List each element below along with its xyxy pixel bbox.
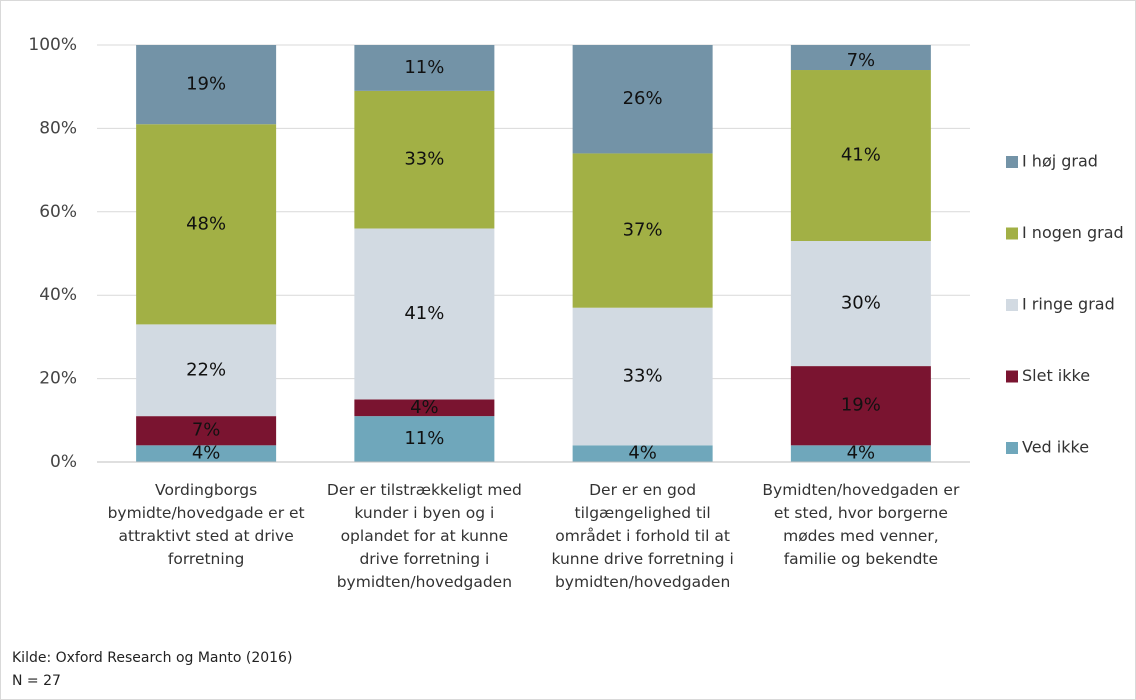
y-tick-label: 20% (39, 369, 77, 389)
bar-segment (790, 366, 931, 446)
value-label: 4% (628, 443, 657, 464)
legend-label: I ringe grad (1022, 295, 1115, 314)
label-line: bymidte/hovedgade er et (108, 504, 305, 522)
value-label: 4% (410, 397, 439, 418)
value-label: 33% (623, 366, 663, 387)
bar-segment (136, 324, 277, 417)
value-label: 48% (186, 213, 226, 234)
value-label: 33% (404, 149, 444, 170)
bar-segment (572, 445, 713, 462)
legend-label: I nogen grad (1022, 223, 1124, 242)
legend-swatch (1006, 370, 1018, 383)
legend-swatch (1006, 442, 1018, 454)
bars (136, 45, 931, 462)
bar-segment (790, 240, 931, 367)
bar-segment (354, 90, 495, 229)
value-label: 37% (623, 220, 663, 241)
value-label: 7% (192, 420, 221, 441)
bar-segment (790, 445, 931, 462)
y-tick-label: 60% (39, 202, 77, 222)
label-line: bymidten/hovedgaden (555, 573, 730, 591)
label-line: kunder i byen og i (354, 504, 494, 522)
label-line: kunne drive forretning i (551, 550, 733, 568)
value-label: 11% (404, 428, 444, 449)
bar-segment (354, 228, 495, 400)
bar-segment (572, 307, 713, 446)
value-label: 11% (404, 57, 444, 78)
bar-segment (354, 45, 495, 91)
bar-segment (136, 45, 277, 125)
bar-segment (136, 445, 277, 462)
note: N = 27 (12, 673, 61, 689)
value-label: 19% (841, 395, 881, 416)
bar-segment (136, 124, 277, 325)
y-tick-label: 100% (28, 35, 77, 55)
label-line: Vordingborgs (155, 481, 257, 499)
legend-swatch (1006, 156, 1018, 168)
bar-segment (572, 153, 713, 308)
source: Kilde: Oxford Research og Manto (2016) (12, 650, 292, 666)
label-line: et sted, hvor borgerne (774, 504, 948, 522)
y-tick-label: 40% (39, 285, 77, 305)
y-tick-label: 0% (50, 452, 77, 472)
x-tick-label: Der er tilstrækkeligt med kunder i byen o… (327, 481, 522, 591)
legend-label: I høj grad (1022, 152, 1098, 171)
bar-segment (136, 416, 277, 446)
label-line: mødes med venner, (783, 527, 939, 545)
legend-label: Slet ikke (1022, 366, 1090, 385)
label-line: forretning (168, 550, 244, 568)
bar-segment (354, 416, 495, 462)
value-label: 22% (186, 359, 226, 380)
x-tick-label: Vordingborgs bymidte/hovedgade er et attra… (108, 481, 305, 568)
label-line: Bymidten/hovedgaden er (762, 481, 960, 499)
label-line: tilgængelighed til (575, 504, 711, 522)
value-label: 30% (841, 293, 881, 314)
legend-swatch (1006, 299, 1018, 311)
value-label: 4% (847, 443, 876, 464)
bar-segment (354, 399, 495, 417)
label-line: drive forretning i (359, 550, 489, 568)
label-line: Der er tilstrækkeligt med (327, 481, 522, 499)
legend-swatch (1006, 227, 1018, 240)
label-line: Der er en god (589, 481, 696, 499)
x-tick-label: Bymidten/hovedgaden er et sted, hvor borg… (762, 481, 960, 568)
y-tick-label: 80% (39, 118, 77, 138)
value-label: 41% (841, 145, 881, 166)
value-label: 4% (192, 443, 221, 464)
label-line: attraktivt sted at drive (119, 527, 294, 545)
value-label: 41% (404, 303, 444, 324)
bar-segment (572, 45, 713, 154)
label-line: familie og bekendte (784, 550, 938, 568)
label-line: området i forhold til at (555, 527, 730, 545)
value-label: 7% (847, 50, 876, 71)
bar-segment (790, 45, 931, 71)
label-line: bymidten/hovedgaden (337, 573, 512, 591)
bar-segment (790, 70, 931, 241)
legend-label: Ved ikke (1022, 438, 1089, 457)
value-label: 19% (186, 74, 226, 95)
label-line: oplandet for at kunne (341, 527, 509, 545)
value-label: 26% (623, 88, 663, 109)
x-tick-label: Der er en god tilgængelighed til området i… (551, 481, 733, 591)
